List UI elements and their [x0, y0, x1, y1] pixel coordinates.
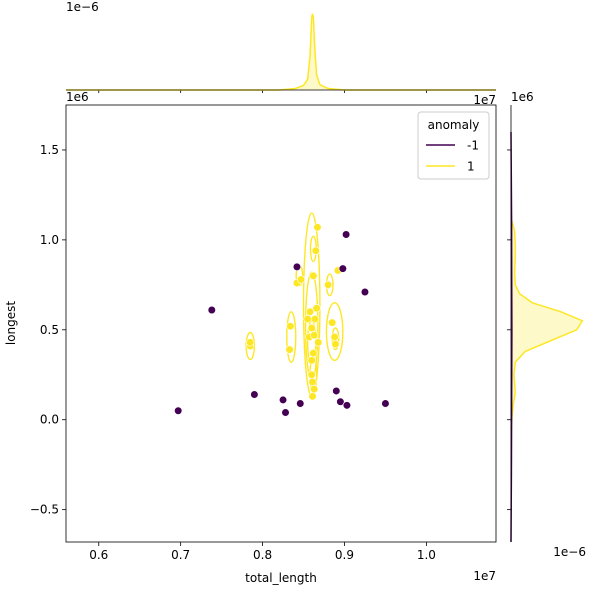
scatter-point-normal — [307, 356, 316, 365]
scatter-point-normal — [330, 332, 339, 342]
right-marginal-kde-fill — [511, 218, 583, 429]
scatter-points — [174, 223, 390, 417]
top-marginal: 1e−6 1e7 — [66, 0, 496, 107]
x-offset-label: 1e7 — [473, 569, 496, 583]
scatter-point-normal — [285, 345, 294, 354]
scatter-point-normal — [310, 314, 320, 324]
scatter-point-anomaly — [174, 406, 183, 415]
scatter-point-normal — [309, 349, 318, 358]
kde-contour — [325, 302, 344, 362]
scatter-point-normal — [323, 280, 333, 289]
legend-label-anomaly-neg: -1 — [467, 139, 479, 153]
legend-title: anomaly — [428, 118, 480, 132]
scatter-point-normal — [307, 323, 316, 333]
scatter-point-normal — [308, 392, 317, 401]
scatter-point-anomaly — [292, 262, 302, 271]
y-tick-label: −0.5 — [30, 503, 59, 517]
scatter-point-anomaly — [342, 401, 352, 410]
scatter-point-normal — [313, 223, 322, 232]
top-marginal-x-offset-label: 1e7 — [473, 93, 496, 107]
right-marginal-offset-label: 1e−6 — [553, 545, 586, 559]
scatter-point-normal — [310, 331, 319, 340]
x-axis-ticks: 0.6 0.7 0.8 0.9 1.0 — [89, 90, 436, 562]
x-tick-label: 1.0 — [417, 548, 436, 562]
x-axis-label: total_length — [245, 571, 317, 585]
scatter-point-normal — [310, 385, 319, 394]
top-marginal-kde-line — [66, 13, 496, 91]
y-tick-label: 0.5 — [40, 323, 59, 337]
right-marginal: 1e−6 1e6 — [507, 90, 586, 559]
scatter-point-normal — [286, 322, 295, 331]
scatter-point-normal — [328, 318, 337, 327]
x-tick-label: 0.8 — [253, 548, 272, 562]
kde-contours — [245, 212, 344, 398]
scatter-point-anomaly — [207, 305, 216, 315]
scatter-point-anomaly — [250, 390, 259, 399]
y-axis-ticks: −0.5 0.0 0.5 1.0 1.5 — [30, 143, 66, 517]
x-tick-label: 0.6 — [89, 548, 108, 562]
scatter-point-normal — [303, 314, 312, 324]
scatter-point-normal — [312, 304, 321, 313]
scatter-point-normal — [309, 271, 318, 280]
legend: anomaly -1 1 — [417, 111, 490, 180]
scatter-point-normal — [308, 377, 317, 387]
y-tick-label: 0.0 — [40, 413, 59, 427]
scatter-point-anomaly — [332, 386, 341, 396]
scatter-point-anomaly — [338, 264, 347, 273]
right-marginal-kde-line — [510, 218, 584, 429]
y-tick-label: 1.0 — [40, 233, 59, 247]
legend-label-anomaly-pos: 1 — [467, 160, 475, 174]
scatter-point-anomaly — [296, 399, 305, 408]
scatter-point-normal — [311, 246, 320, 255]
scatter-point-anomaly — [281, 408, 290, 417]
main-axes-frame — [65, 104, 497, 543]
scatter-point-anomaly — [360, 287, 370, 297]
scatter-point-anomaly — [278, 395, 288, 405]
right-marginal-ticks — [507, 149, 511, 511]
scatter-point-normal — [246, 338, 255, 347]
kde-contour — [286, 311, 297, 363]
x-tick-label: 0.7 — [171, 548, 190, 562]
top-marginal-offset-label: 1e−6 — [66, 0, 99, 14]
scatter-point-normal — [307, 370, 316, 379]
y-axis-label: longest — [4, 301, 18, 346]
scatter-point-normal — [305, 307, 315, 316]
y-tick-label: 1.5 — [40, 143, 59, 157]
main-plot: 0.6 0.7 0.8 0.9 1.0 −0.5 0.0 0.5 1.0 1.5 total_l… — [4, 90, 497, 585]
scatter-point-anomaly — [342, 230, 351, 239]
scatter-point-normal — [314, 338, 323, 347]
y-offset-label: 1e6 — [66, 90, 89, 104]
scatter-point-anomaly — [381, 399, 390, 408]
scatter-point-normal — [296, 275, 306, 284]
right-marginal-y-offset-label: 1e6 — [511, 90, 534, 104]
top-marginal-kde-fill — [66, 13, 496, 90]
x-tick-label: 0.9 — [335, 548, 354, 562]
scatter-point-anomaly — [336, 397, 345, 406]
scatter-point-normal — [331, 340, 340, 349]
